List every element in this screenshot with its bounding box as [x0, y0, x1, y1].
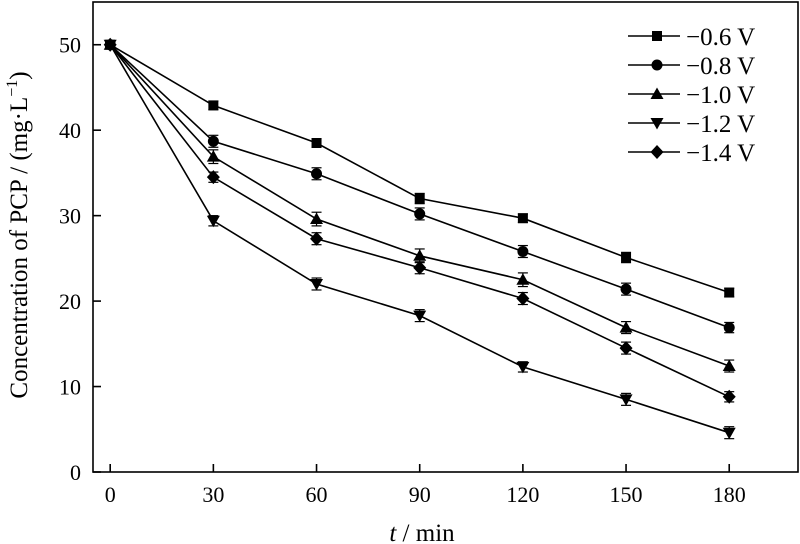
legend-label: −1.4 V: [686, 140, 755, 167]
data-point-1: [517, 213, 528, 224]
data-point-1: [621, 252, 632, 263]
data-point-5: [103, 37, 117, 52]
legend-label: −1.0 V: [686, 82, 755, 109]
data-point-4: [516, 361, 530, 374]
y-axis-label-exponent: −1: [4, 80, 21, 97]
data-point-1: [414, 193, 425, 204]
data-point-4: [206, 215, 220, 228]
legend-label: −0.8 V: [686, 53, 755, 80]
legend-marker: [650, 145, 664, 159]
x-tick-label: 120: [506, 482, 539, 507]
data-point-3: [516, 273, 530, 285]
plot-frame: [92, 1, 799, 473]
data-point-2: [723, 322, 735, 334]
legend-marker: [650, 87, 664, 99]
y-tick-label: 40: [59, 118, 81, 143]
legend-marker: [651, 59, 663, 71]
legend-label: −1.2 V: [686, 111, 755, 138]
x-tick-label: 0: [105, 482, 116, 507]
y-tick-label: 10: [59, 375, 81, 400]
y-tick-label: 50: [59, 33, 81, 58]
data-point-2: [311, 168, 323, 180]
y-tick-label: 20: [59, 289, 81, 314]
data-point-3: [206, 150, 220, 162]
data-point-3: [413, 249, 427, 261]
x-tick-label: 90: [409, 482, 431, 507]
x-tick-label: 150: [610, 482, 643, 507]
data-point-2: [207, 135, 219, 147]
data-point-2: [414, 208, 426, 220]
series-line-4: [109, 44, 730, 434]
data-point-5: [206, 170, 220, 185]
data-point-1: [311, 138, 322, 148]
error-bars: [105, 41, 735, 440]
data-point-5: [310, 231, 324, 246]
data-point-3: [722, 359, 736, 372]
data-point-4: [722, 427, 736, 440]
data-point-5: [722, 389, 736, 404]
data-point-3: [619, 321, 633, 333]
legend: −0.6 V−0.8 V−1.0 V−1.2 V−1.4 V: [628, 24, 755, 167]
x-tick-label: 180: [713, 482, 746, 507]
data-point-2: [620, 283, 632, 295]
series-line-2: [109, 44, 730, 329]
axis-ticks: 0 30 60 90 120 150 180 0 10 20 30 40 50: [59, 33, 746, 507]
y-tick-label: 30: [59, 204, 81, 229]
data-point-1: [208, 100, 219, 111]
y-tick-label: 0: [70, 460, 81, 485]
legend-label: −0.6 V: [686, 24, 755, 51]
y-axis-label: Concentration of PCP / (mg·L−1): [4, 71, 33, 398]
legend-marker: [652, 31, 662, 41]
x-axis-variable: t: [389, 520, 397, 544]
data-point-4: [413, 310, 427, 323]
data-point-5: [619, 341, 633, 356]
x-axis-unit: / min: [396, 520, 455, 544]
data-point-4: [310, 279, 324, 291]
x-axis-label: t / min: [389, 520, 455, 544]
data-point-4: [619, 394, 633, 406]
x-tick-label: 60: [306, 482, 328, 507]
data-markers: [103, 37, 736, 440]
data-point-3: [310, 212, 324, 225]
data-point-5: [413, 260, 427, 275]
data-point-1: [724, 287, 735, 298]
y-axis-label-close: ): [6, 71, 33, 79]
legend-marker: [650, 118, 664, 130]
data-point-5: [516, 291, 530, 306]
data-point-2: [517, 246, 529, 258]
series-line-5: [109, 44, 730, 398]
series-lines: [109, 44, 730, 434]
x-tick-label: 30: [202, 482, 224, 507]
y-axis-label-main: Concentration of PCP / (mg·L: [6, 97, 33, 399]
